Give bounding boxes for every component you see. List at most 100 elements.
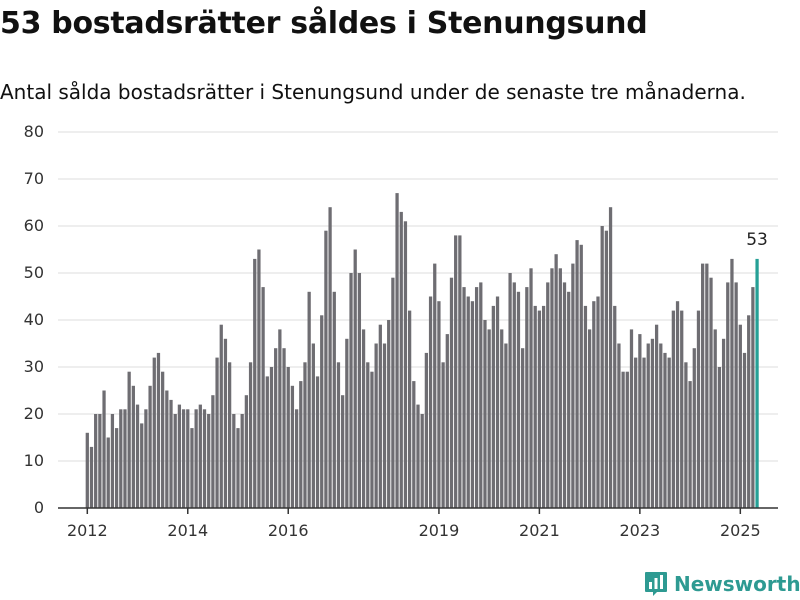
bar (353, 249, 357, 508)
brand-name: Newsworthy (674, 572, 800, 596)
bar (680, 310, 684, 508)
bar (558, 268, 562, 508)
x-tick-label: 2021 (519, 521, 560, 538)
bar (449, 277, 454, 508)
bar (407, 310, 412, 508)
bar (412, 381, 416, 508)
bar (726, 282, 730, 508)
bar (265, 376, 269, 508)
bar (223, 338, 228, 508)
bar (106, 437, 110, 508)
y-tick-label: 10 (24, 451, 44, 470)
x-tick-label: 2025 (720, 521, 761, 538)
bar (257, 249, 261, 508)
bar (169, 399, 173, 508)
bar (345, 338, 349, 508)
bar (621, 371, 625, 508)
bar (638, 334, 642, 508)
bar (508, 273, 512, 508)
bar (370, 371, 374, 508)
data-label: 53 (746, 230, 768, 250)
bar (110, 414, 115, 508)
bar (483, 320, 487, 508)
bar (667, 357, 671, 508)
bar (361, 329, 366, 508)
bar (294, 409, 299, 508)
bar (462, 287, 466, 508)
bar (131, 385, 135, 508)
bar (470, 301, 475, 508)
bar (382, 343, 387, 508)
bar (659, 343, 663, 508)
bar (315, 376, 320, 508)
bar (336, 362, 341, 508)
bar (140, 423, 144, 508)
bar (466, 296, 470, 508)
bar (692, 348, 696, 508)
bar (85, 432, 89, 508)
bar (709, 277, 713, 508)
bar (604, 230, 609, 508)
bar (227, 362, 232, 508)
bar (713, 329, 717, 508)
bar (654, 324, 659, 508)
bar (215, 357, 219, 508)
bar (261, 287, 265, 508)
bar (186, 409, 190, 508)
bar (596, 296, 600, 508)
bar (747, 315, 751, 508)
newsworthy-logo-icon (645, 572, 667, 596)
bar (374, 343, 378, 508)
bar (378, 324, 382, 508)
bar (516, 291, 521, 508)
bar (525, 287, 529, 508)
bar (458, 235, 462, 508)
bar (420, 414, 424, 508)
bar (529, 268, 533, 508)
bar (387, 320, 391, 508)
y-tick-label: 30 (24, 357, 44, 376)
bar (211, 395, 215, 508)
bar (721, 338, 726, 508)
bar (571, 263, 575, 508)
bar (583, 305, 588, 508)
bar (391, 277, 395, 508)
bar (454, 235, 458, 508)
bar (282, 348, 286, 508)
bar (504, 343, 508, 508)
bar (424, 352, 429, 508)
bar (730, 258, 734, 508)
bar (148, 385, 152, 508)
bar (688, 381, 692, 508)
y-tick-label: 60 (24, 216, 44, 235)
bar (290, 385, 295, 508)
bar (144, 409, 148, 508)
bar (500, 329, 504, 508)
bar (89, 446, 94, 508)
bar (512, 282, 516, 508)
bar (403, 221, 408, 509)
bar (236, 428, 240, 508)
bar (495, 296, 500, 508)
bar (127, 371, 131, 508)
bar (299, 381, 303, 508)
bar (253, 258, 257, 508)
bar (433, 263, 437, 508)
bar (269, 367, 274, 508)
bar (219, 324, 223, 508)
bar (592, 301, 596, 508)
bar (198, 404, 202, 508)
bar (274, 348, 278, 508)
brand: Newsworthy (644, 568, 800, 600)
bar (587, 329, 592, 508)
bar (579, 244, 583, 509)
bar (629, 329, 634, 508)
bar (173, 414, 177, 508)
bar (479, 282, 483, 508)
bar (521, 348, 525, 508)
bar (102, 390, 106, 508)
bar (701, 263, 705, 508)
bar (366, 362, 370, 508)
bar (177, 404, 182, 508)
bar (248, 362, 253, 508)
